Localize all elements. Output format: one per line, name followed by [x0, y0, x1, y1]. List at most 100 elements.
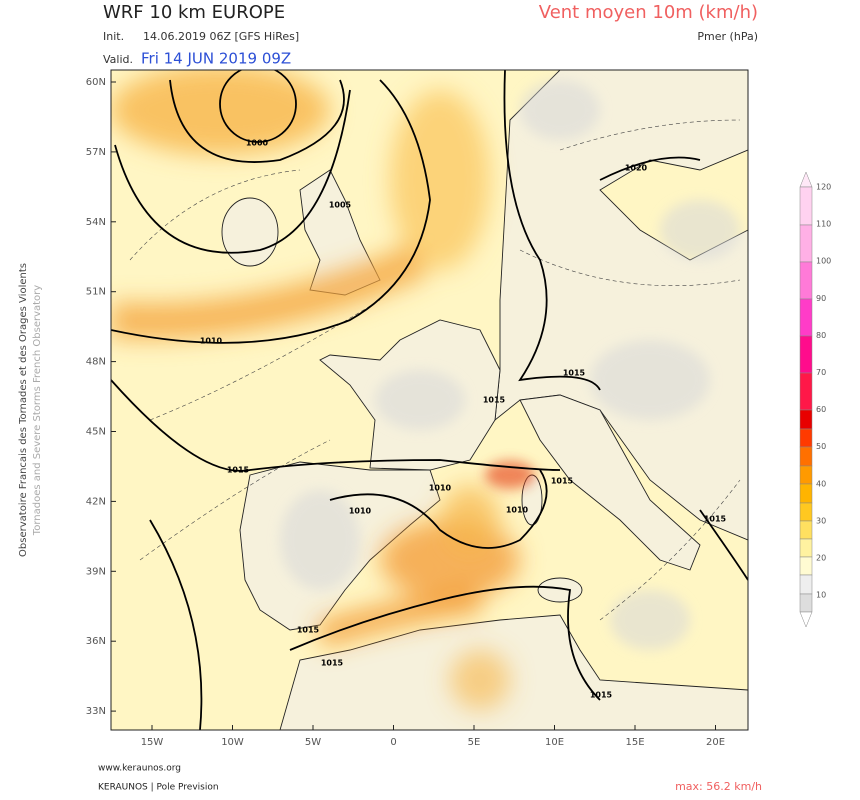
map-shape — [799, 556, 813, 576]
lon-label: 15W — [141, 737, 164, 748]
colorbar-label: 50 — [816, 442, 826, 451]
map-shape — [450, 650, 510, 710]
isobar-label: 1015 — [321, 659, 344, 668]
isobar-label: 1015 — [551, 477, 574, 486]
lon-label: 5E — [468, 737, 481, 748]
isobar-label: 1015 — [483, 396, 506, 405]
colorbar-labels: 120 110 100 90 80 70 60 50 40 30 20 10 — [816, 183, 831, 600]
map-shape — [279, 614, 748, 730]
map-shape — [699, 509, 748, 581]
map-shape — [799, 446, 813, 467]
label: KERAUNOS | Pole Prevision — [98, 783, 219, 793]
map-shape — [799, 224, 813, 263]
map-shape — [610, 590, 690, 650]
lon-label: 10E — [545, 737, 564, 748]
map-shape — [390, 90, 490, 270]
lat-label: 54N — [86, 217, 106, 228]
map-shape — [375, 370, 465, 430]
isobar-label: 1015 — [704, 515, 727, 524]
map-shape — [799, 483, 813, 504]
map-shape — [110, 69, 749, 731]
map-shape — [111, 243, 428, 340]
map-shape — [169, 79, 345, 163]
lat-label: 45N — [86, 427, 106, 438]
label: Init. — [103, 30, 124, 43]
label: Pmer (hPa) — [697, 30, 758, 43]
map-shape — [799, 372, 813, 411]
isobar-label: 1015 — [563, 369, 586, 378]
lat-label: 33N — [86, 706, 106, 717]
map-shape — [799, 611, 813, 628]
map-shape — [149, 519, 203, 730]
map-shape — [799, 538, 813, 558]
lat-label: 57N — [86, 147, 106, 158]
isobar-label: 1015 — [590, 691, 613, 700]
map-shape — [221, 197, 279, 267]
map-shape — [280, 490, 360, 590]
map-shape — [799, 520, 813, 540]
map-shape — [799, 261, 813, 300]
label: WRF 10 km EUROPE — [103, 2, 285, 23]
isobar-label: 1005 — [329, 201, 352, 210]
map-shape — [111, 70, 520, 710]
map-shape — [537, 577, 583, 603]
lat-label: 60N — [86, 77, 106, 88]
lon-label: 0 — [390, 737, 396, 748]
map-shape — [799, 298, 813, 337]
lat-label: 51N — [86, 287, 106, 298]
colorbar-label: 100 — [816, 257, 831, 266]
isobar-label: 1010 — [506, 506, 529, 515]
map-shape — [289, 585, 601, 701]
lon-label: 5W — [305, 737, 321, 748]
colorbar-label: 70 — [816, 368, 826, 377]
lat-label: 36N — [86, 636, 106, 647]
map-shape — [503, 70, 601, 391]
map-shape — [219, 70, 297, 143]
colorbar-label: 30 — [816, 516, 826, 525]
map-shape — [599, 156, 701, 181]
map-shape — [129, 119, 741, 621]
colorbar-label: 10 — [816, 591, 826, 600]
label: max: 56.2 km/h — [675, 780, 762, 793]
colorbar-label: 40 — [816, 479, 826, 488]
map-shape — [799, 502, 813, 522]
colorbar-label: 90 — [816, 294, 826, 303]
colorbar-label: 110 — [816, 220, 831, 229]
map-shape — [329, 469, 548, 549]
lon-label: 10W — [221, 737, 244, 748]
colorbar-label: 20 — [816, 554, 826, 563]
map-shape — [316, 587, 482, 648]
map-shape — [799, 465, 813, 485]
isobar-label: 1000 — [246, 139, 269, 148]
map-shape — [799, 593, 813, 613]
map-shape — [799, 409, 813, 430]
isobar-label: 1015 — [297, 626, 320, 635]
lat-label: 42N — [86, 496, 106, 507]
map-shape — [799, 186, 813, 226]
map-axes: 60N 57N 54N 51N 48N 45N 42N 39N 36N 33N 15W 10W 5W 0 5… — [86, 77, 725, 748]
map-shape — [799, 335, 813, 374]
map-shape — [111, 79, 431, 344]
map-shape — [520, 80, 600, 140]
map-shape — [660, 200, 740, 260]
label: 14.06.2019 06Z [GFS HiRes] — [143, 30, 299, 43]
lon-label: 20E — [706, 737, 725, 748]
colorbar-label: 60 — [816, 405, 826, 414]
isobar-label: 1010 — [349, 507, 372, 516]
lat-label: 39N — [86, 566, 106, 577]
label: www.keraunos.org — [98, 764, 181, 774]
colorbar — [799, 171, 813, 628]
isobar-label: 1010 — [429, 484, 452, 493]
isobar-label: 1010 — [200, 337, 223, 346]
label: Tornadoes and Severe Storms French Obser… — [32, 285, 43, 536]
label: Valid. — [103, 53, 133, 66]
map-shape — [280, 80, 740, 650]
label: Observatoire Francais des Tornades et de… — [18, 263, 29, 557]
lon-label: 15E — [625, 737, 644, 748]
lat-label: 48N — [86, 357, 106, 368]
map-shape — [519, 394, 701, 571]
map-body — [111, 70, 748, 730]
map-shape — [799, 574, 813, 595]
isobar-label: 1015 — [227, 466, 250, 475]
